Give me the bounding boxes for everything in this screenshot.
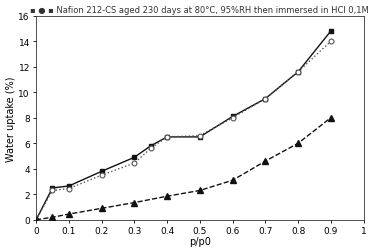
- Title: ▪ ● ▪ Nafion 212-CS aged 230 days at 80°C, 95%RH then immersed in HCl 0,1M: ▪ ● ▪ Nafion 212-CS aged 230 days at 80°…: [31, 6, 369, 15]
- X-axis label: p/p0: p/p0: [189, 237, 211, 246]
- Y-axis label: Water uptake (%): Water uptake (%): [6, 76, 16, 161]
